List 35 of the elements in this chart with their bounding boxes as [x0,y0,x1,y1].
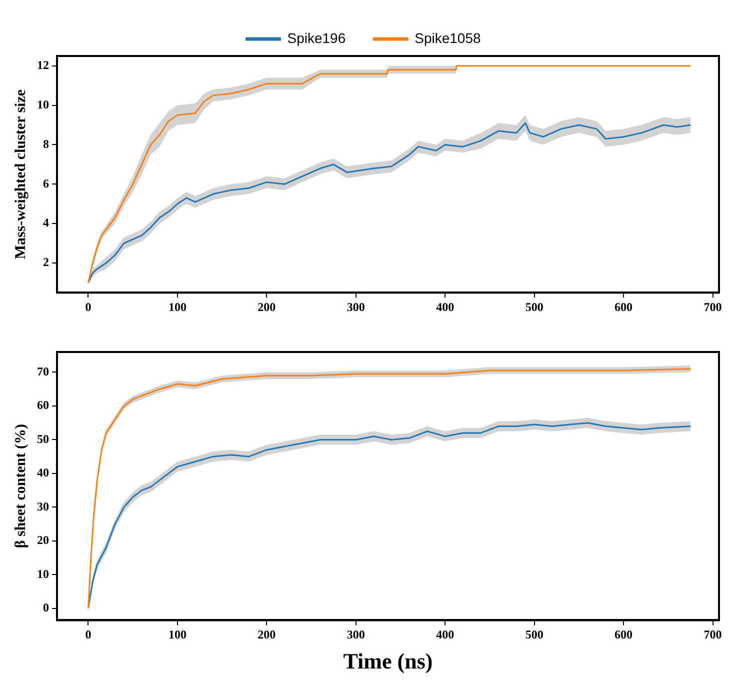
legend-label: Spike1058 [414,30,481,46]
x-tick-label: 300 [346,300,365,314]
x-tick-label: 200 [258,300,276,314]
x-tick-label: 100 [168,300,186,314]
x-tick-label: 200 [258,627,276,642]
legend-label: Spike196 [287,30,346,46]
x-tick-label: 0 [85,627,92,642]
x-tick-label: 500 [525,627,544,642]
x-tick-label: 700 [704,627,722,642]
y-tick-label: 60 [37,398,49,412]
y-tick-label: 10 [37,566,49,581]
y-axis-title: Mass-weighted cluster size [12,89,29,260]
y-tick-label: 12 [37,58,49,72]
x-axis-title: Time (ns) [343,648,433,674]
x-tick-label: 100 [168,627,186,642]
y-tick-label: 20 [37,533,49,548]
y-tick-label: 10 [37,97,49,112]
x-tick-label: 0 [85,300,92,314]
y-tick-label: 30 [37,499,49,514]
x-tick-label: 400 [436,627,454,642]
y-tick-label: 0 [43,600,49,614]
y-tick-label: 4 [43,216,49,230]
y-tick-label: 8 [43,136,49,151]
x-tick-label: 300 [346,627,365,642]
x-tick-label: 600 [614,627,633,642]
y-tick-label: 6 [43,176,49,190]
x-tick-label: 700 [704,300,722,314]
y-tick-label: 2 [43,255,49,270]
x-tick-label: 500 [525,300,544,314]
y-tick-label: 70 [37,364,49,378]
y-tick-label: 50 [37,432,49,446]
x-tick-label: 600 [614,300,633,314]
y-tick-label: 40 [37,466,49,480]
y-axis-title: β sheet content (%) [12,424,29,548]
x-tick-label: 400 [436,300,454,314]
